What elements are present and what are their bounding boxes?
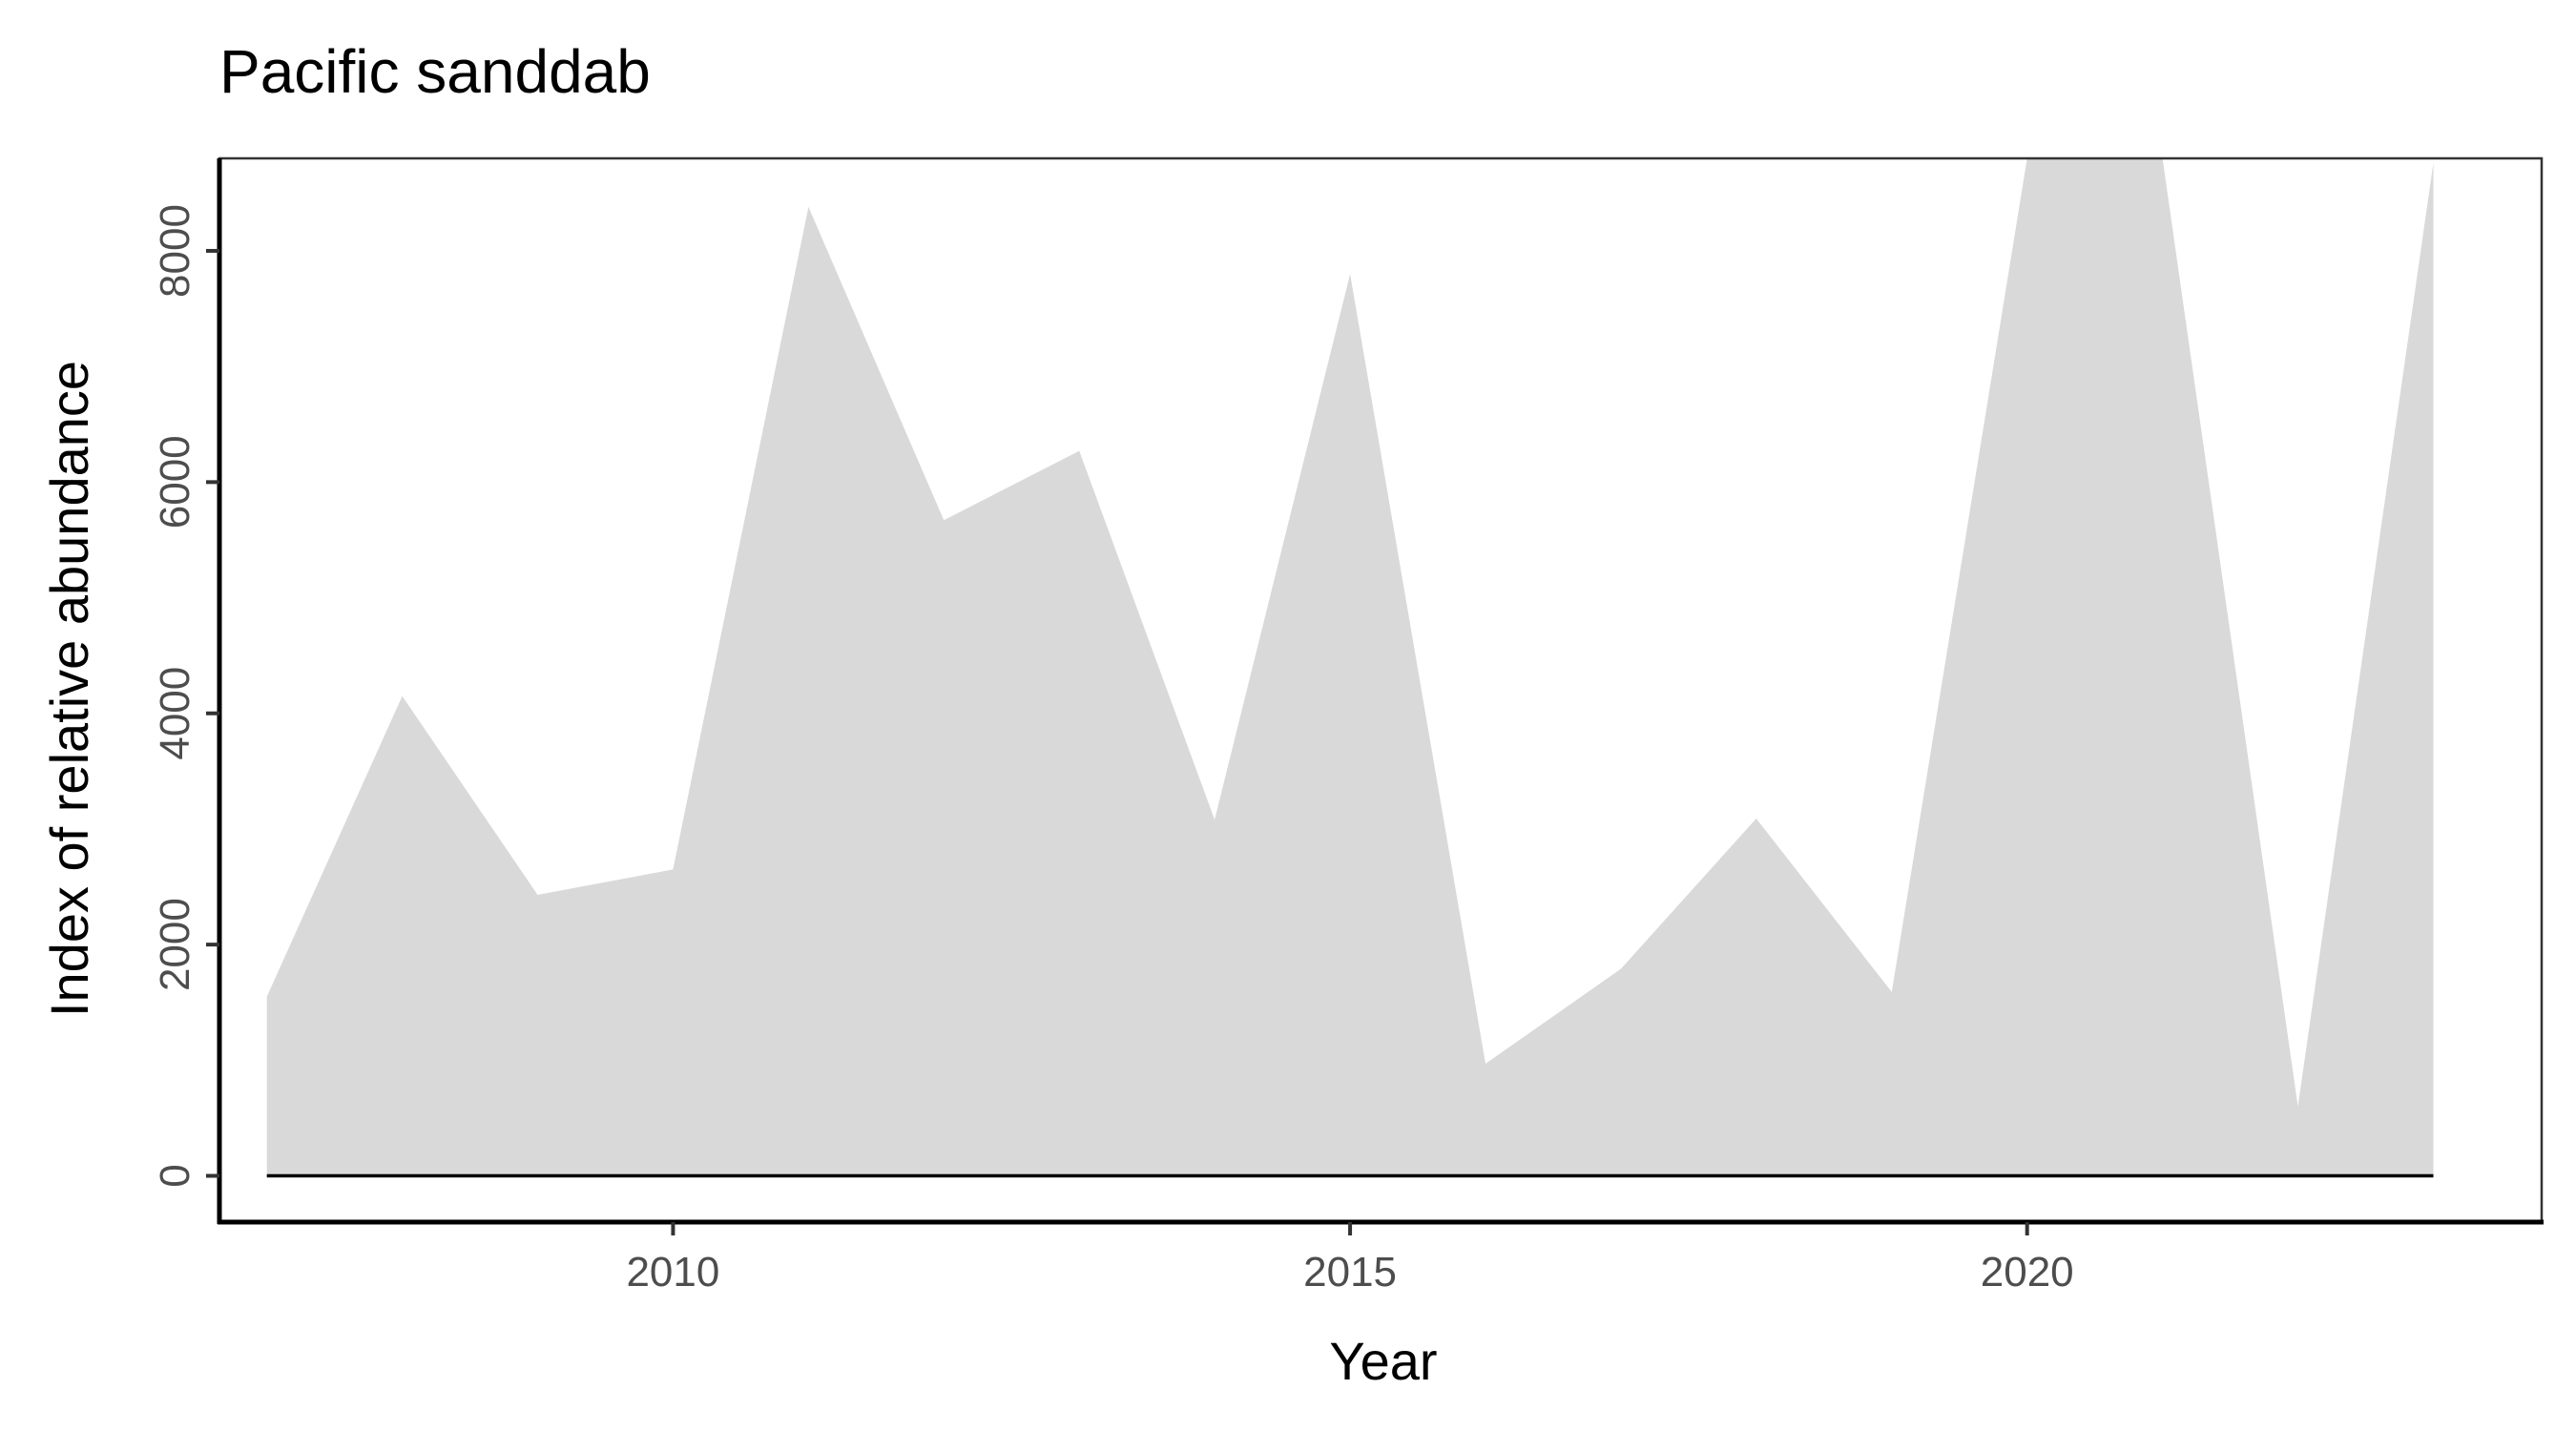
y-tick-label-0: 0 (152, 1164, 198, 1187)
ribbon-area-0 (266, 158, 2434, 1176)
series-group (266, 158, 2434, 1178)
y-tick-label-8000: 8000 (152, 204, 198, 298)
x-tick-label-2015: 2015 (1303, 1249, 1397, 1296)
x-tick-label-2010: 2010 (626, 1249, 719, 1296)
plot-area (266, 158, 2434, 1178)
y-axis-title: Index of relative abundance (39, 361, 99, 1017)
axes: 0 2000 4000 6000 8000 2010 2015 2020 (152, 156, 2544, 1296)
x-tick-label-2020: 2020 (1981, 1249, 2074, 1296)
y-tick-label-4000: 4000 (152, 667, 198, 760)
chart-title: Pacific sanddab (219, 37, 651, 106)
y-tick-label-2000: 2000 (152, 898, 198, 991)
x-axis-title: Year (1329, 1331, 1437, 1391)
y-tick-label-6000: 6000 (152, 435, 198, 529)
